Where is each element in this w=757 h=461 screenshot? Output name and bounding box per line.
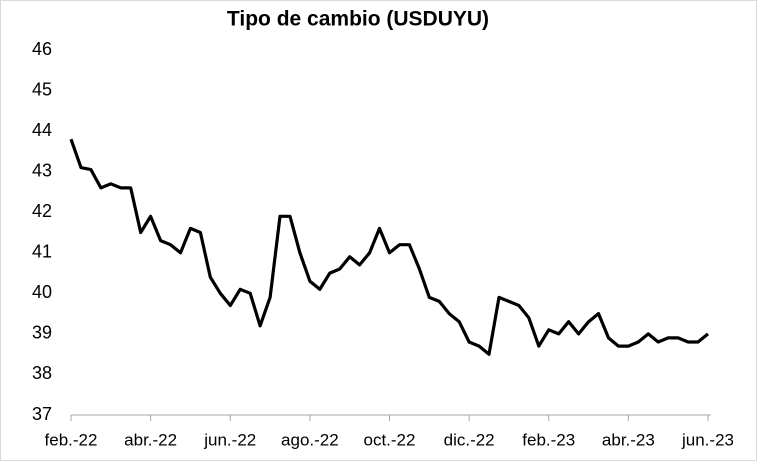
x-tick-label: jun.-23 (681, 430, 734, 449)
y-tick-label: 44 (32, 120, 52, 140)
y-tick-label: 37 (32, 404, 52, 424)
y-tick-label: 42 (32, 201, 52, 221)
x-tick-label: oct.-22 (364, 430, 416, 449)
x-tick-label: jun.-22 (203, 430, 256, 449)
x-tick-label: abr.-22 (124, 430, 177, 449)
x-tick-label: feb.-22 (45, 430, 98, 449)
y-tick-label: 41 (32, 242, 52, 262)
y-tick-label: 43 (32, 160, 52, 180)
chart-title: Tipo de cambio (USDUYU) (227, 8, 489, 31)
y-tick-label: 38 (32, 363, 52, 383)
x-tick-label: ago.-22 (281, 430, 339, 449)
y-tick-label: 46 (32, 39, 52, 59)
x-tick-label: feb.-23 (522, 430, 575, 449)
line-series (69, 138, 710, 356)
y-tick-label: 40 (32, 282, 52, 302)
x-tick-label: dic.-22 (444, 430, 495, 449)
y-tick-label: 45 (32, 79, 52, 99)
x-tick-label: abr.-23 (602, 430, 655, 449)
y-tick-label: 39 (32, 323, 52, 343)
